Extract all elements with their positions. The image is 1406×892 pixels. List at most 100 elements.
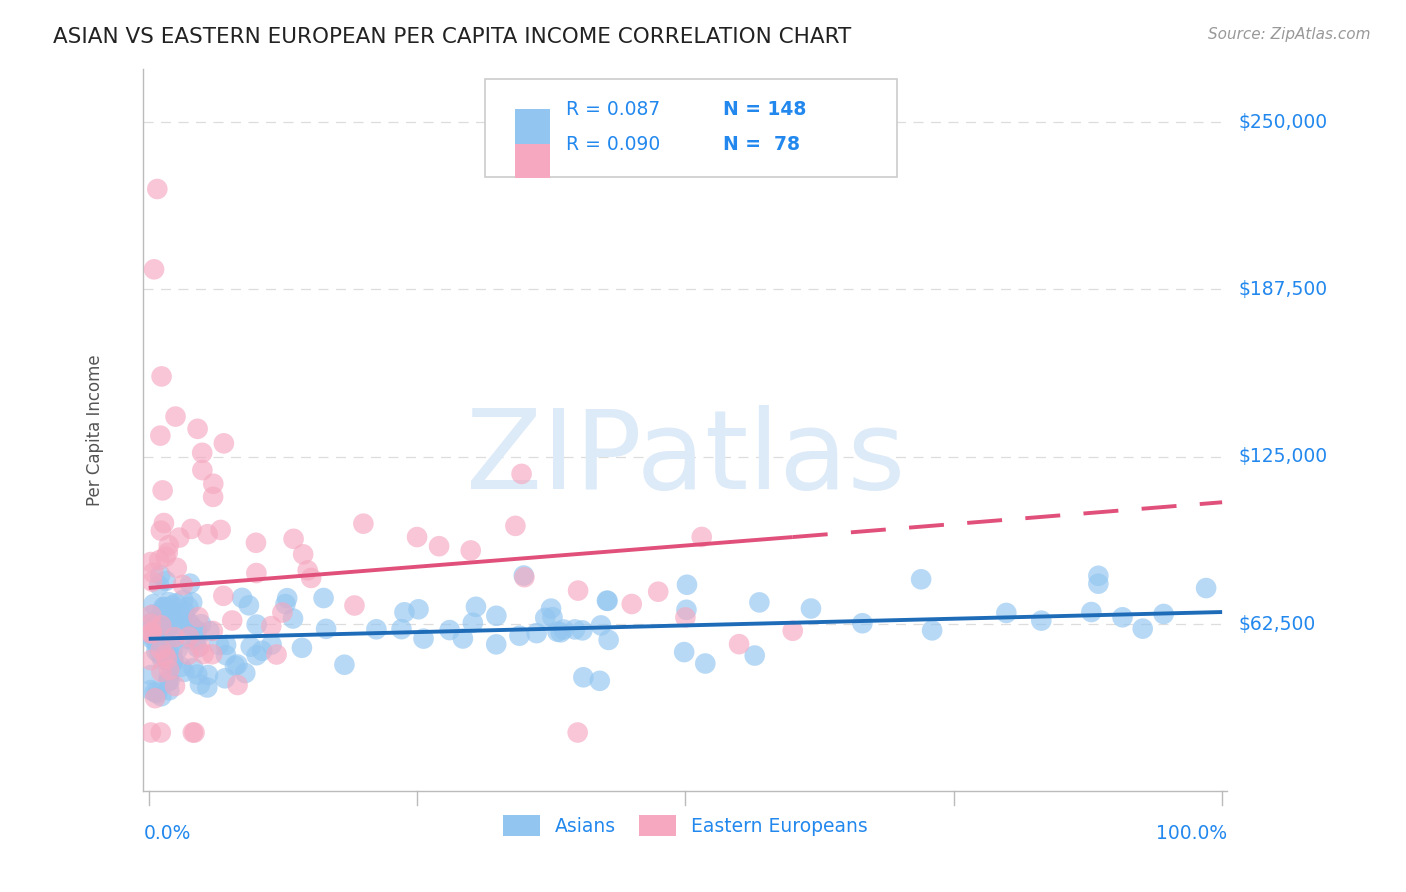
Point <box>620 597 643 611</box>
Point <box>139 555 162 569</box>
Point <box>197 527 219 541</box>
Point <box>572 670 595 684</box>
Point <box>155 610 177 624</box>
FancyBboxPatch shape <box>515 144 550 178</box>
Point <box>598 632 620 647</box>
Point <box>546 624 568 639</box>
Point <box>162 653 184 667</box>
Point <box>153 516 176 530</box>
Point <box>1132 622 1154 636</box>
Point <box>191 446 214 460</box>
Point <box>564 623 586 637</box>
Point <box>139 625 162 640</box>
Point <box>174 612 197 626</box>
Point <box>157 674 180 689</box>
Point <box>165 596 187 610</box>
Point <box>149 428 172 442</box>
Point <box>139 668 162 682</box>
Point <box>149 568 172 582</box>
Point <box>166 642 188 657</box>
Point <box>150 665 173 679</box>
Point <box>169 531 191 545</box>
Point <box>540 601 562 615</box>
Point <box>246 648 269 663</box>
Point <box>451 632 474 646</box>
Point <box>149 642 172 657</box>
Point <box>155 648 177 662</box>
Point <box>315 622 337 636</box>
Point <box>246 617 269 632</box>
Point <box>139 653 162 667</box>
Point <box>226 678 249 692</box>
Point <box>292 547 315 561</box>
Point <box>1195 581 1218 595</box>
Point <box>366 622 388 636</box>
Point <box>152 607 174 621</box>
Point <box>156 652 179 666</box>
Point <box>215 648 238 662</box>
Point <box>505 519 527 533</box>
Point <box>141 632 163 646</box>
Point <box>148 553 170 567</box>
Text: 0.0%: 0.0% <box>143 824 191 843</box>
Point <box>159 653 181 667</box>
Point <box>191 463 214 477</box>
Point <box>851 616 873 631</box>
Point <box>406 530 429 544</box>
Point <box>1031 614 1053 628</box>
Point <box>534 611 557 625</box>
Point <box>139 616 162 631</box>
Point <box>266 648 288 662</box>
Point <box>149 647 172 661</box>
Point <box>174 614 197 628</box>
Point <box>212 589 235 603</box>
Point <box>187 610 209 624</box>
Point <box>139 683 162 698</box>
Text: $125,000: $125,000 <box>1239 447 1327 467</box>
Point <box>156 648 179 662</box>
Text: $187,500: $187,500 <box>1239 280 1327 299</box>
Point <box>1080 605 1102 619</box>
Point <box>260 619 283 633</box>
Point <box>152 599 174 614</box>
Point <box>172 578 194 592</box>
Point <box>439 623 461 637</box>
Point <box>690 530 713 544</box>
Point <box>146 617 169 632</box>
Point <box>139 626 162 640</box>
Point <box>274 597 297 611</box>
Point <box>673 610 696 624</box>
Point <box>508 629 530 643</box>
Point <box>427 539 450 553</box>
Point <box>297 563 319 577</box>
Point <box>163 630 186 644</box>
Point <box>149 636 172 650</box>
Point <box>202 490 225 504</box>
Point <box>142 615 165 629</box>
Point <box>172 592 194 607</box>
Point <box>170 660 193 674</box>
Point <box>177 630 200 644</box>
Point <box>155 574 177 588</box>
Point <box>139 725 162 739</box>
Point <box>186 640 208 655</box>
Point <box>461 615 484 630</box>
Point <box>160 606 183 620</box>
Point <box>412 632 434 646</box>
Point <box>188 677 211 691</box>
Point <box>157 683 180 698</box>
Legend: Asians, Eastern Europeans: Asians, Eastern Europeans <box>503 814 868 837</box>
Point <box>513 570 536 584</box>
Point <box>167 625 190 640</box>
Point <box>152 637 174 651</box>
Text: $62,500: $62,500 <box>1239 615 1316 633</box>
Point <box>157 538 180 552</box>
Point <box>157 644 180 658</box>
Point <box>179 615 201 630</box>
Point <box>675 603 697 617</box>
Point <box>299 571 322 585</box>
Point <box>910 572 932 586</box>
Point <box>239 640 262 654</box>
Point <box>283 532 305 546</box>
Point <box>744 648 766 663</box>
